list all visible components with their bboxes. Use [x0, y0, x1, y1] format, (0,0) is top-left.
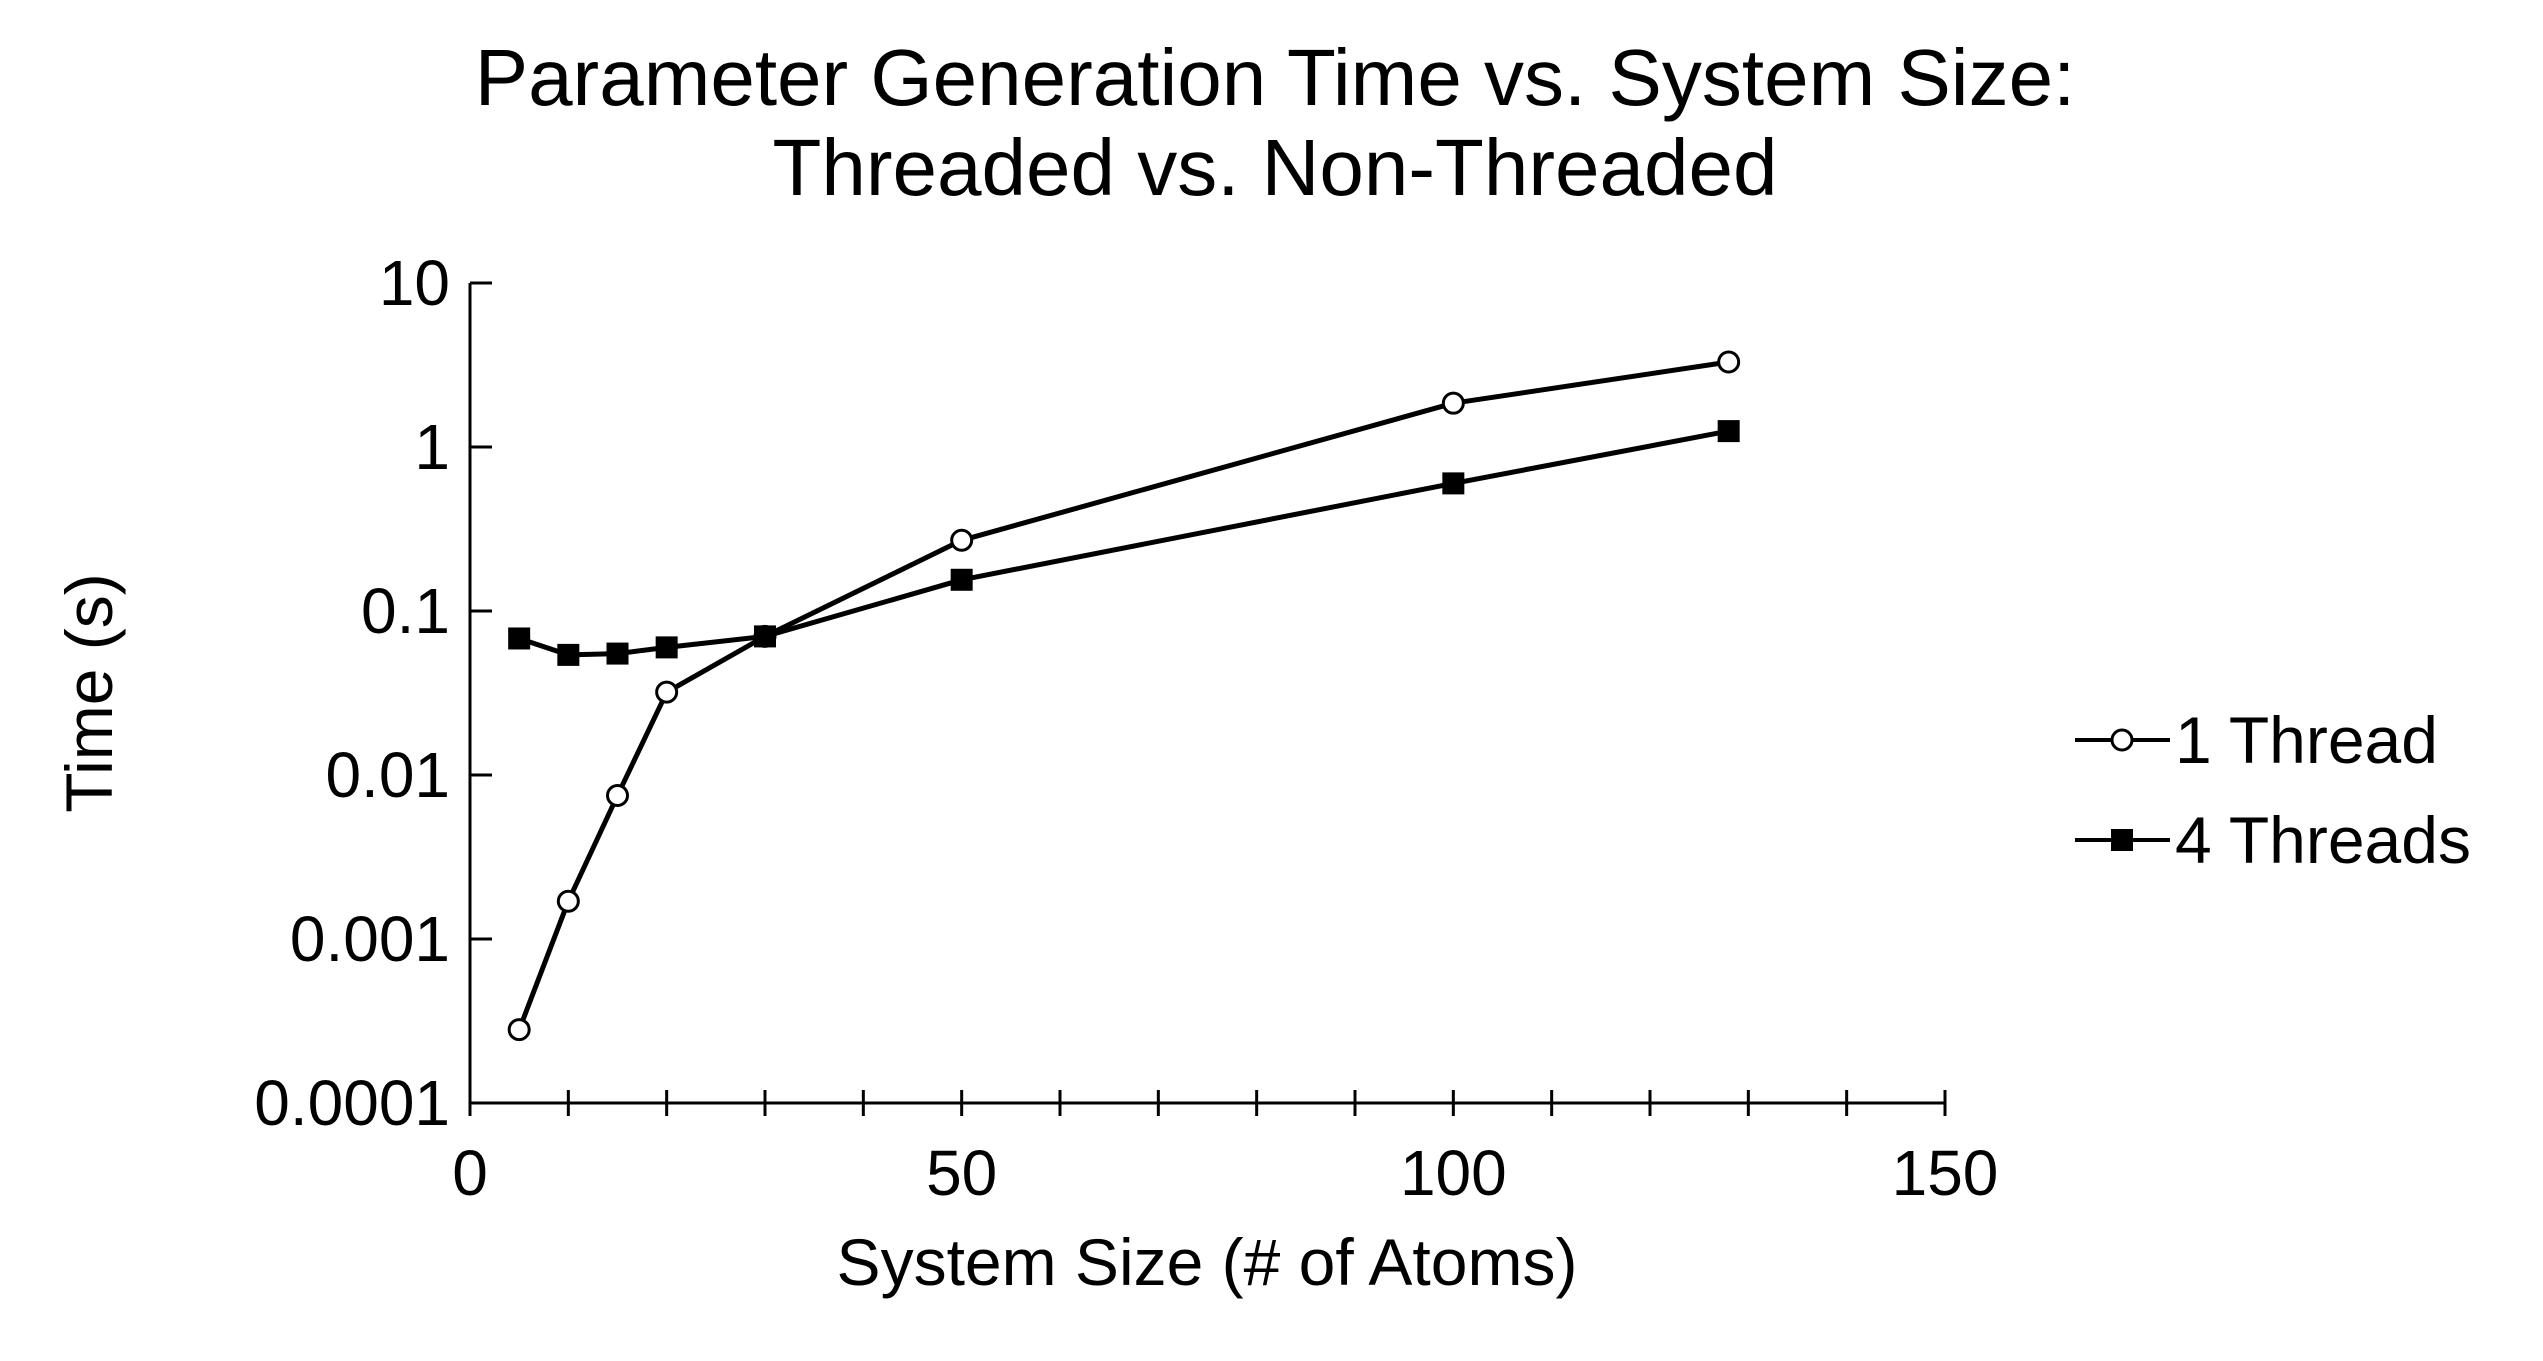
- chart-title: Parameter Generation Time vs. System Siz…: [475, 33, 2076, 122]
- legend-label-4-threads: 4 Threads: [2175, 803, 2471, 877]
- data-point: [950, 568, 973, 591]
- series-layer: [507, 350, 1741, 1042]
- data-point: [606, 783, 629, 807]
- legend-item-1-thread: 1 Thread: [2075, 703, 2438, 777]
- y-tick-label: 0.1: [361, 575, 450, 647]
- y-tick-label: 0.0001: [254, 1067, 450, 1139]
- y-tick-label: 10: [379, 247, 450, 319]
- data-point: [1441, 391, 1465, 415]
- x-tick-label: 50: [926, 1137, 997, 1209]
- legend-marker-4-threads: [2111, 829, 2133, 851]
- data-point: [1717, 350, 1741, 374]
- legend: 1 Thread 4 Threads: [2075, 703, 2471, 877]
- data-point: [606, 642, 629, 665]
- data-point: [557, 643, 580, 666]
- data-point: [655, 680, 679, 704]
- y-tick-label: 0.001: [290, 903, 450, 975]
- series-line: [516, 359, 1730, 1031]
- data-point: [508, 627, 531, 650]
- series-4-threads: [508, 420, 1740, 666]
- x-ticks: 0 50 100 150: [452, 1090, 1998, 1209]
- chart-subtitle: Threaded vs. Non-Threaded: [773, 123, 1778, 212]
- data-point: [507, 1018, 531, 1042]
- legend-label-1-thread: 1 Thread: [2175, 703, 2438, 777]
- data-point: [950, 528, 974, 552]
- y-ticks: 0.0001 0.001 0.01 0.1 1 10: [254, 247, 492, 1139]
- axes: [468, 283, 1945, 1105]
- data-point: [1442, 472, 1465, 495]
- x-tick-label: 150: [1892, 1137, 1999, 1209]
- y-tick-label: 1: [414, 411, 450, 483]
- x-axis-label: System Size (# of Atoms): [837, 1225, 1578, 1299]
- x-tick-label: 0: [452, 1137, 488, 1209]
- data-point: [556, 889, 580, 913]
- series-line: [518, 428, 1730, 658]
- x-tick-label: 100: [1400, 1137, 1507, 1209]
- y-tick-label: 0.01: [325, 739, 450, 811]
- data-point: [1717, 420, 1740, 443]
- y-axis-label: Time (s): [52, 573, 126, 813]
- data-point: [655, 636, 678, 659]
- series-1-thread: [507, 350, 1741, 1042]
- legend-marker-1-thread: [2110, 728, 2134, 752]
- legend-item-4-threads: 4 Threads: [2075, 803, 2471, 877]
- data-point: [754, 625, 776, 648]
